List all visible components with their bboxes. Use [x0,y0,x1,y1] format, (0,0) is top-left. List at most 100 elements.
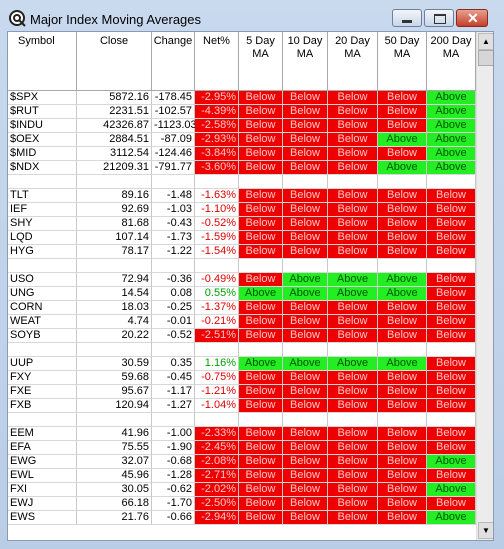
ma-cell: Below [239,371,283,385]
header-line: Net% [203,35,230,47]
ma-cell: Above [378,273,427,287]
ma-cell: Below [427,427,476,441]
ma-cell: Above [283,273,328,287]
cell: EWL [8,469,77,483]
cell: -3.60% [195,161,239,175]
ma-cell: Above [283,357,328,371]
header-line: 5 Day [246,35,275,47]
blank-cell [77,413,152,427]
ma-cell: Below [239,133,283,147]
cell: $RUT [8,105,77,119]
cell: FXE [8,385,77,399]
blank-cell [283,343,328,357]
cell: -1.00 [152,427,195,441]
cell: 20.22 [77,329,152,343]
ma-cell: Below [283,399,328,413]
ma-cell: Above [427,455,476,469]
ma-cell: Below [283,91,328,105]
cell: -87.09 [152,133,195,147]
blank-cell [378,175,427,189]
cell: 2231.51 [77,105,152,119]
blank-cell [239,343,283,357]
header-line: 20 Day [335,35,370,47]
cell: -1.04% [195,399,239,413]
ma-cell: Below [427,217,476,231]
ma-cell: Below [427,245,476,259]
cell: -1.59% [195,231,239,245]
ma-cell: Below [328,315,378,329]
cell: -0.21% [195,315,239,329]
cell: -1.27 [152,399,195,413]
cell: 92.69 [77,203,152,217]
cell: CORN [8,301,77,315]
ma-cell: Below [283,497,328,511]
ma-cell: Below [239,189,283,203]
ma-cell: Below [378,455,427,469]
cell: 42326.87 [77,119,152,133]
cell: -2.93% [195,133,239,147]
column-header: Close [77,32,152,91]
maximize-button[interactable] [424,9,454,27]
cell: 120.94 [77,399,152,413]
cell: EEM [8,427,77,441]
cell: EWG [8,455,77,469]
cell: -1.17 [152,385,195,399]
blank-cell [8,343,77,357]
header-line: MA [296,48,314,60]
ma-cell: Below [378,91,427,105]
cell: 59.68 [77,371,152,385]
ma-cell: Below [328,147,378,161]
ma-cell: Below [378,469,427,483]
cell: -0.25 [152,301,195,315]
close-button[interactable]: ✕ [456,9,488,27]
ma-cell: Below [283,385,328,399]
blank-cell [8,175,77,189]
ma-cell: Below [283,105,328,119]
cell: $MID [8,147,77,161]
header-line: MA [393,48,411,60]
cell: 75.55 [77,441,152,455]
cell: 14.54 [77,287,152,301]
ma-cell: Below [328,203,378,217]
ma-cell: Above [427,133,476,147]
ma-cell: Below [378,329,427,343]
cell: -2.94% [195,511,239,525]
cell: 30.05 [77,483,152,497]
ma-cell: Below [328,245,378,259]
blank-cell [283,175,328,189]
cell: EWJ [8,497,77,511]
ma-cell: Below [427,203,476,217]
ma-cell: Below [283,203,328,217]
cell: WEAT [8,315,77,329]
ma-cell: Below [283,455,328,469]
cell: -0.66 [152,511,195,525]
cell: -2.95% [195,91,239,105]
cell: 4.74 [77,315,152,329]
ma-cell: Below [239,301,283,315]
minimize-button[interactable] [392,9,422,27]
cell: 41.96 [77,427,152,441]
cell: -0.52% [195,217,239,231]
ma-cell: Below [328,497,378,511]
cell: -3.84% [195,147,239,161]
cell: SHY [8,217,77,231]
scrollbar[interactable]: ▲ ▼ [476,32,493,540]
ma-cell: Below [283,329,328,343]
column-header: 200 Day MA [427,32,476,91]
blank-cell [283,259,328,273]
ma-cell: Below [378,427,427,441]
cell: 107.14 [77,231,152,245]
ma-cell: Below [427,497,476,511]
ma-cell: Below [328,329,378,343]
header-line: Change [153,35,193,47]
blank-cell [77,343,152,357]
ma-cell: Below [378,441,427,455]
ma-cell: Below [239,105,283,119]
cell: -2.08% [195,455,239,469]
cell: FXB [8,399,77,413]
ma-cell: Below [427,301,476,315]
cell: 1.16% [195,357,239,371]
ma-cell: Below [378,371,427,385]
ma-cell: Below [378,231,427,245]
